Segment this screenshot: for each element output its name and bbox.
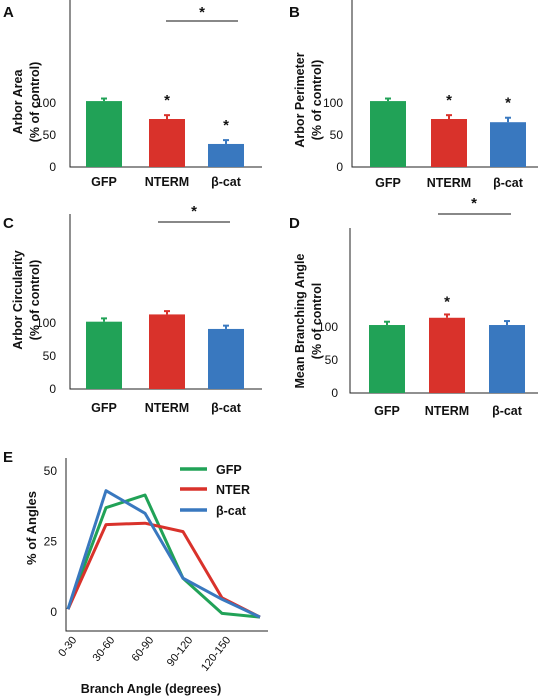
panel-d-ytick-label: 0 (331, 386, 338, 400)
panel-e-legend: GFP NTER β-cat (180, 463, 250, 518)
panel-c-categories: GFP NTERM β-cat (91, 401, 242, 415)
panel-c-bar-gfp (86, 321, 122, 389)
panel-d-bracket-star: * (471, 195, 477, 212)
panel-a-arbor-area-chart: A Arbor Area (% of control) 0 50 100 GFP NT… (3, 0, 262, 189)
panel-e-ytick-label: 25 (44, 535, 58, 549)
panel-e-line-beta-cat (66, 489, 261, 619)
panel-d-category-beta-cat: β-cat (492, 404, 523, 418)
panel-c-ytick-label: 50 (43, 349, 57, 363)
panel-e-legend-label-gfp: GFP (216, 463, 242, 477)
panel-b-ylabel-line1: Arbor Perimeter (293, 52, 307, 147)
panel-a-letter: A (3, 4, 14, 21)
panel-d-bar-nterm (429, 317, 465, 393)
panel-a-axes (69, 0, 262, 168)
panel-b-bars (370, 97, 526, 167)
panel-a-categories: GFP NTERM β-cat (91, 175, 242, 189)
panel-d-letter: D (289, 215, 300, 232)
panel-b-ylabel-line2: (% of control) (310, 60, 324, 141)
panel-e-ylabel: % of Angles (24, 491, 39, 565)
panel-d-mean-branching-angle-chart: D Mean Branching Angle (% of control 0 50… (289, 195, 538, 418)
panel-a-category-beta-cat: β-cat (211, 175, 242, 189)
panel-a-ylabel-line2: (% of control) (28, 62, 42, 143)
panel-c-category-gfp: GFP (91, 401, 117, 415)
panel-a-bar-gfp (86, 101, 122, 167)
panel-c-ylabel-line1: Arbor Circularity (11, 250, 25, 349)
panel-a-bars (86, 97, 244, 167)
panel-c-ytick-label: 0 (49, 382, 56, 396)
panel-b-yticks: 0 50 100 (323, 96, 343, 174)
panel-b-star-beta-cat: * (505, 95, 511, 112)
panel-a-bracket-star: * (199, 4, 205, 21)
panel-c-yticks: 0 50 100 (36, 316, 56, 396)
panel-d-axes (349, 228, 538, 394)
panel-a-star-nterm: * (164, 92, 170, 109)
panel-a-ytick-label: 100 (36, 96, 56, 110)
panel-e-line-gfp (66, 493, 261, 619)
panel-b-significance: * * (446, 92, 511, 112)
panel-e-legend-label-beta-cat: β-cat (216, 504, 247, 518)
panel-a-significance: * * * (164, 4, 238, 134)
panel-e-legend-label-nter: NTER (216, 483, 250, 497)
panel-c-bars (86, 310, 244, 389)
panel-e-yticks: 0 25 50 (44, 464, 58, 619)
panel-d-bar-gfp (369, 325, 405, 393)
panel-c-category-nterm: NTERM (145, 401, 189, 415)
panel-c-ytick-label: 100 (36, 316, 56, 330)
panel-a-ytick-label: 50 (43, 128, 57, 142)
panel-c-significance: * (158, 203, 230, 223)
panel-b-bar-nterm (431, 119, 467, 167)
panel-a-category-nterm: NTERM (145, 175, 189, 189)
panel-a-ytick-label: 0 (49, 160, 56, 174)
panel-d-ylabel-line2: (% of control (310, 283, 324, 359)
panel-b-axes (351, 0, 538, 168)
panel-a-bar-beta-cat (208, 143, 244, 167)
panel-b-letter: B (289, 4, 300, 21)
panel-d-ylabel-line1: Mean Branching Angle (293, 253, 307, 388)
panel-c-ylabel-line2: (% of control) (28, 260, 42, 341)
panel-d-ytick-label: 100 (318, 320, 338, 334)
panel-e-xlabel: Branch Angle (degrees) (81, 682, 222, 696)
panel-b-bar-beta-cat (490, 122, 526, 167)
panel-e-ytick-label: 0 (50, 605, 57, 619)
panel-b-category-gfp: GFP (375, 176, 401, 190)
panel-a-star-beta-cat: * (223, 117, 229, 134)
panel-d-categories: GFP NTERM β-cat (374, 404, 523, 418)
panel-c-axes (69, 214, 262, 390)
panel-c-bar-beta-cat (208, 328, 244, 389)
panel-a-bar-nterm (149, 119, 185, 167)
panel-d-ytick-label: 50 (325, 353, 339, 367)
panel-e-axes (65, 458, 268, 632)
panel-c-arbor-circularity-chart: C Arbor Circularity (% of control) 0 50 10… (3, 203, 262, 415)
panel-e-series-lines (66, 489, 261, 619)
panel-d-yticks: 0 50 100 (318, 320, 338, 400)
panel-b-categories: GFP NTERM β-cat (375, 176, 524, 190)
panel-d-bar-beta-cat (489, 325, 525, 393)
panel-b-ytick-label: 50 (330, 128, 344, 142)
panel-d-category-gfp: GFP (374, 404, 400, 418)
panel-c-category-beta-cat: β-cat (211, 401, 242, 415)
panel-c-bar-nterm (149, 314, 185, 389)
panel-b-arbor-perimeter-chart: B Arbor Perimeter (% of control) 050100 … (289, 0, 538, 190)
panel-d-category-nterm: NTERM (425, 404, 469, 418)
panel-d-significance: ** (438, 195, 511, 310)
panel-b-bar-gfp (370, 101, 406, 167)
panel-c-letter: C (3, 215, 14, 232)
panel-e-letter: E (3, 449, 13, 466)
panel-d-bars (369, 313, 525, 393)
panel-b-category-nterm: NTERM (427, 176, 471, 190)
panel-a-ylabel-line1: Arbor Area (11, 69, 25, 135)
panel-b-ytick-label: 0 (336, 160, 343, 174)
panel-e-ytick-label: 50 (44, 464, 58, 478)
panel-b-star-nterm: * (446, 92, 452, 109)
panel-c-bracket-star: * (191, 203, 197, 220)
panel-a-yticks: 0 50 100 (36, 96, 56, 174)
panel-d-star-nterm: * (444, 293, 450, 310)
panel-a-category-gfp: GFP (91, 175, 117, 189)
panel-b-category-beta-cat: β-cat (493, 176, 524, 190)
panel-b-ytick-label: 100 (323, 96, 343, 110)
